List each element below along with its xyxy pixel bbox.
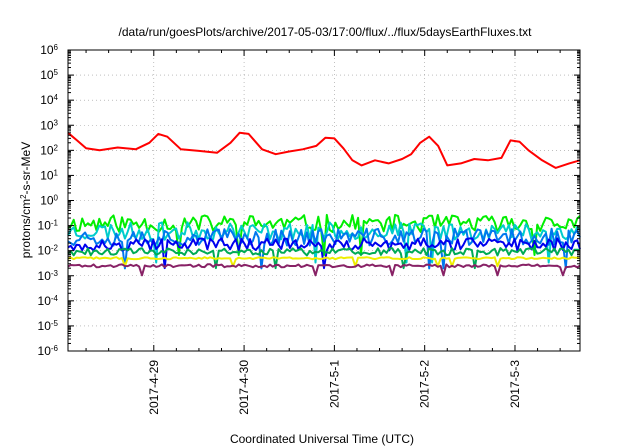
y-tick-label: 10-5 <box>38 318 59 333</box>
y-tick-label-base: 10 <box>38 319 52 333</box>
y-tick-label-exp: -4 <box>51 293 59 302</box>
y-tick-label-exp: 3 <box>54 118 59 127</box>
series-line-1 <box>67 213 581 256</box>
chart-title: /data/run/goesPlots/archive/2017-05-03/1… <box>119 25 533 39</box>
y-axis: 10-610-510-410-310-210-11001011021031041… <box>38 43 580 359</box>
y-tick-label: 104 <box>40 93 58 108</box>
y-tick-label: 100 <box>40 193 58 208</box>
y-tick-label-base: 10 <box>40 168 54 182</box>
y-tick-label: 10-1 <box>38 218 59 233</box>
y-tick-label-base: 10 <box>40 194 54 208</box>
y-axis-label-rest: -s-sr-MeV <box>19 142 33 195</box>
series-line-4 <box>67 237 581 270</box>
y-tick-label-base: 10 <box>38 219 52 233</box>
y-tick-label-exp: 0 <box>54 193 59 202</box>
y-tick-label-exp: -6 <box>51 344 59 353</box>
y-tick-label-exp: 5 <box>54 68 59 77</box>
y-tick-label: 103 <box>40 118 58 133</box>
x-tick-label: 2017-5-1 <box>327 360 341 408</box>
y-tick-label: 10-6 <box>38 344 59 359</box>
y-tick-label-base: 10 <box>40 43 54 57</box>
data-series <box>67 131 581 277</box>
y-tick-label: 10-2 <box>38 243 59 258</box>
y-tick-label-exp: 1 <box>54 168 59 177</box>
y-axis-label-sup: 2 <box>19 194 28 199</box>
y-tick-label: 10-4 <box>38 293 59 308</box>
x-tick-label: 2017-5-3 <box>508 360 522 408</box>
y-tick-label: 101 <box>40 168 58 183</box>
series-line-5 <box>67 247 581 270</box>
y-tick-label: 106 <box>40 43 58 58</box>
y-tick-label-exp: 4 <box>54 93 59 102</box>
x-axis: 2017-4-29 2017-4-30 2017-5-1 2017-5-2 2017-5… <box>85 50 561 415</box>
x-tick-label: 2017-5-2 <box>418 360 432 408</box>
y-tick-label-base: 10 <box>38 344 52 358</box>
x-tick-label: 2017-4-30 <box>237 360 251 415</box>
y-tick-label-exp: -1 <box>51 218 59 227</box>
y-tick-label-base: 10 <box>38 244 52 258</box>
y-tick-label-base: 10 <box>40 143 54 157</box>
y-tick-label-exp: -2 <box>51 243 59 252</box>
y-tick-label: 105 <box>40 68 58 83</box>
x-axis-label: Coordinated Universal Time (UTC) <box>230 432 414 446</box>
y-tick-label-base: 10 <box>40 118 54 132</box>
y-axis-label-base: protons/cm <box>19 199 33 258</box>
series-line-3 <box>67 227 581 270</box>
y-tick-label: 10-3 <box>38 268 59 283</box>
y-tick-label-exp: 6 <box>54 43 59 52</box>
y-tick-label-base: 10 <box>38 294 52 308</box>
series-line-0 <box>67 131 581 169</box>
y-tick-label-base: 10 <box>40 93 54 107</box>
y-tick-label-exp: -3 <box>51 268 59 277</box>
y-tick-label-exp: 2 <box>54 143 59 152</box>
y-tick-label-base: 10 <box>40 68 54 82</box>
x-tick-label: 2017-4-29 <box>147 360 161 415</box>
y-tick-label: 102 <box>40 143 58 158</box>
y-tick-label-base: 10 <box>38 269 52 283</box>
y-tick-label-exp: -5 <box>51 318 59 327</box>
series-line-7 <box>67 263 581 277</box>
series-line-6 <box>67 256 581 268</box>
y-axis-label: protons/cm2-s-sr-MeV <box>19 142 34 258</box>
grid-lines <box>68 50 580 351</box>
